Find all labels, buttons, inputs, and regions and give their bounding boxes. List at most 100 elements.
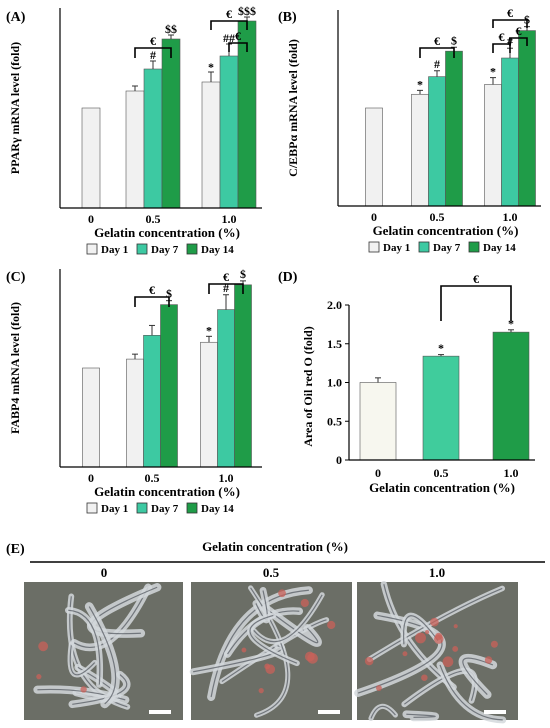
chart1-legend-swatch-0 [368, 241, 380, 253]
chart2-bar-s1-g2 [217, 309, 235, 468]
micrograph-fiber-edge-0-7 [68, 609, 101, 685]
chart2-y-axis-label: FABP4 mRNA level (fold) [8, 302, 22, 434]
chart1-bar-s0-g2 [484, 84, 502, 207]
micrograph-lipid-1-7 [258, 687, 264, 694]
micrograph-lipid-2-12 [425, 630, 430, 635]
chart0-bracket-10-outer [210, 20, 248, 30]
micrograph-2 [354, 581, 518, 724]
chart3-x-tick-1: 0.5 [434, 466, 449, 480]
chart0-sig-dollar-05: $$ [165, 22, 177, 36]
chart1-x-tick-1: 0.5 [430, 210, 445, 224]
chart0-legend-label-0: Day 1 [101, 244, 128, 256]
micrograph-fiber-edge-2-8 [439, 664, 503, 721]
micrograph-scale-bar-0 [149, 710, 171, 714]
chart0-sig-hash-05: # [150, 48, 156, 62]
micrograph-fiber-edge-2-6 [403, 615, 439, 645]
chart1-y-axis-label: C/EBPα mRNA level (fold) [286, 39, 300, 177]
chart0-x-axis-label: Gelatin concentration (%) [94, 225, 240, 240]
chart2-bracket-05 [134, 296, 170, 307]
chart0-bracket-10-inner [228, 42, 248, 52]
chart3-bar-2 [492, 331, 530, 461]
micrograph-lipid-2-3 [402, 651, 408, 657]
micrograph-lipid-2-5 [490, 640, 498, 648]
chart1-sig-hash-05: # [434, 57, 440, 71]
panel-letter-e: (E) [6, 542, 25, 557]
chart1-bar-s0-g1 [411, 93, 429, 207]
panel-letter-d: (D) [278, 270, 298, 285]
chart3-x-tick-2: 1.0 [504, 466, 519, 480]
micrograph-fiber-edge-2-4 [369, 587, 503, 660]
micrograph-lipid-1-4 [264, 663, 271, 670]
chart1-euro-05: € [434, 34, 440, 48]
chart2-x-tick-1: 0.5 [145, 471, 160, 485]
micrograph-fiber-edge-2-5 [462, 657, 494, 696]
micrograph-fiber-edge-1-5 [265, 607, 319, 644]
chart2-legend-label-2: Day 14 [201, 503, 234, 515]
micrograph-lipid-1-8 [278, 589, 286, 598]
chart1-legend-label-0: Day 1 [383, 242, 410, 254]
micrograph-title: Gelatin concentration (%) [202, 539, 348, 554]
micrograph-lipid-2-13 [364, 656, 374, 666]
micrograph-lipid-2-8 [415, 632, 426, 644]
chart3-bar-1 [422, 355, 460, 461]
micrograph-fiber-edge-0-6 [72, 674, 128, 705]
micrograph-label-10: 1.0 [429, 565, 445, 580]
micrograph-lipid-2-7 [484, 656, 493, 664]
micrograph-lipid-2-6 [434, 634, 444, 644]
chart3-bar-0 [359, 382, 397, 461]
chart2-sig-star-10: * [206, 323, 212, 337]
chart0-x-tick-0: 0 [88, 212, 94, 226]
micrograph-lipid-2-9 [430, 617, 439, 627]
chart0-euro-10-outer: € [226, 7, 232, 21]
panel-letter-c: (C) [6, 270, 26, 285]
chart2-legend-label-1: Day 7 [151, 503, 179, 515]
chart1-bracket-10-b [492, 43, 511, 53]
micrograph-lipid-1-2 [300, 598, 309, 608]
chart2-bracket-10 [208, 283, 244, 294]
chart0-sig-dollar-10: $$$ [238, 4, 256, 18]
chart1-bar-s1-g1 [428, 76, 446, 207]
micrograph-lipid-0-2 [38, 641, 49, 652]
micrograph-lipid-2-10 [442, 656, 454, 668]
chart0-bar-s1-g1 [143, 68, 163, 209]
chart2-legend-swatch-1 [136, 502, 148, 514]
chart3-bracket [440, 285, 512, 321]
micrograph-1 [189, 582, 352, 720]
chart3-sig-star-10: * [508, 316, 514, 330]
chart2-bar-s2-g2 [234, 284, 252, 468]
chart1-x-tick-0: 0 [371, 210, 377, 224]
chart0-x-tick-2: 1.0 [222, 212, 237, 226]
chart0-sig-star-10: * [208, 60, 214, 74]
chart0-legend-swatch-0 [86, 243, 98, 255]
chart1-bar-s2-g2 [518, 30, 536, 207]
chart3-y-tick-1: 0.5 [327, 414, 342, 428]
chart3-x-axis-label: Gelatin concentration (%) [369, 480, 515, 495]
chart2-legend-swatch-2 [186, 502, 198, 514]
chart3-y-tick-2: 1.0 [327, 376, 342, 390]
chart1-x-tick-2: 1.0 [503, 210, 518, 224]
micrograph-label-05: 0.5 [263, 565, 280, 580]
chart0-x-tick-1: 0.5 [146, 212, 161, 226]
chart2-sig-dollar-10: $ [240, 267, 246, 281]
chart0-bar-s0-g0 [81, 107, 101, 209]
chart2-bar-s0-g0 [82, 367, 100, 468]
chart3-euro: € [473, 272, 479, 286]
chart1-bar-s1-g2 [501, 57, 519, 207]
chart2-euro-10: € [223, 270, 229, 284]
chart1-legend-swatch-1 [418, 241, 430, 253]
chart2-x-axis-label: Gelatin concentration (%) [94, 484, 240, 499]
chart1-bracket-10-outer [492, 19, 528, 28]
chart2-x-tick-2: 1.0 [219, 471, 234, 485]
chart1-bar-s2-g1 [445, 50, 463, 207]
chart1-euro-10-a: € [516, 24, 522, 38]
chart3-y-tick-4: 2.0 [327, 298, 342, 312]
micrograph-lipid-2-4 [453, 624, 458, 629]
micrograph-lipid-2-2 [421, 674, 428, 681]
chart1-bar-s0-g0 [365, 107, 383, 207]
chart1-bracket-05 [419, 47, 455, 58]
chart2-legend-label-0: Day 1 [101, 503, 128, 515]
chart0-bar-s0-g2 [201, 81, 221, 209]
chart1-sig-dollar-05: $ [451, 33, 457, 47]
